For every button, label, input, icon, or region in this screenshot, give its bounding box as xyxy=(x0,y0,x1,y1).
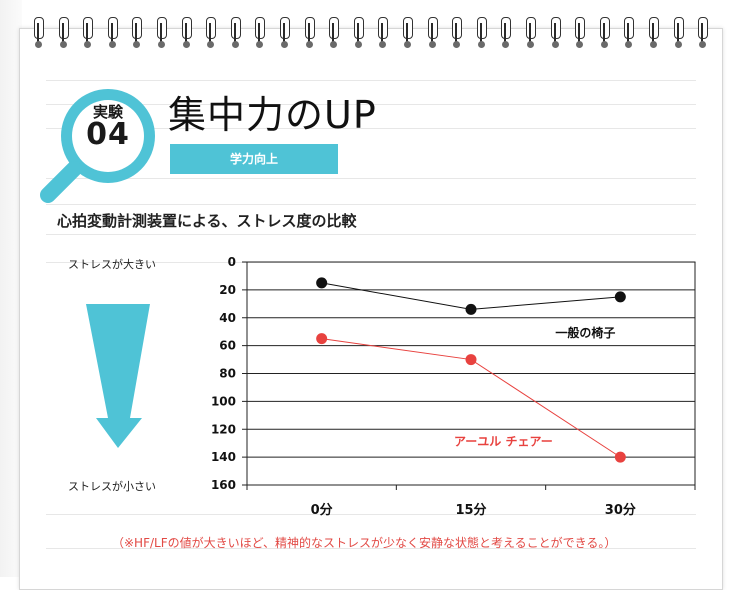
ruled-line xyxy=(46,514,696,515)
binding-ring xyxy=(353,17,364,51)
stress-high-label: ストレスが大きい xyxy=(68,258,156,271)
y-tick-label: 140 xyxy=(211,450,236,464)
ruled-line xyxy=(46,80,696,81)
series-label: 一般の椅子 xyxy=(555,325,615,340)
data-point xyxy=(316,333,328,345)
y-tick-label: 80 xyxy=(219,367,236,381)
binding-ring xyxy=(624,17,635,51)
binding-ring xyxy=(157,17,167,51)
page-title: 集中力のUP xyxy=(168,93,377,137)
magnifier-icon xyxy=(40,89,155,203)
y-tick-label: 40 xyxy=(219,311,236,325)
data-point xyxy=(465,354,477,366)
ruled-line xyxy=(46,204,696,205)
ruled-line xyxy=(46,178,696,179)
spiral-binding xyxy=(0,0,741,50)
ruled-line xyxy=(46,128,696,129)
experiment-label: 実験 xyxy=(92,103,123,121)
binding-ring xyxy=(452,17,463,51)
y-tick-label: 20 xyxy=(219,283,236,297)
x-tick-label: 30分 xyxy=(605,502,636,518)
ruled-line xyxy=(46,104,696,105)
ruled-line xyxy=(46,234,696,235)
binding-ring xyxy=(427,17,438,51)
stress-low-label: ストレスが小さい xyxy=(68,480,156,493)
data-point xyxy=(316,277,328,289)
binding-ring xyxy=(673,17,684,51)
y-tick-label: 0 xyxy=(228,255,236,269)
binding-ring xyxy=(206,17,217,51)
binding-ring xyxy=(181,17,192,51)
y-tick-label: 60 xyxy=(219,339,236,353)
category-tag: 学力向上 xyxy=(170,144,338,174)
binding-ring xyxy=(280,17,290,51)
footnote: （※HF/LFの値が大きいほど、精神的なストレスが少なく安静な状態と考えることが… xyxy=(112,536,617,550)
data-point xyxy=(614,291,626,303)
x-tick-label: 15分 xyxy=(455,502,486,518)
binding-ring xyxy=(255,17,266,51)
binding-ring xyxy=(575,17,586,51)
binding-ring xyxy=(501,17,512,51)
binding-ring xyxy=(34,17,44,51)
y-tick-label: 100 xyxy=(211,394,236,408)
binding-ring xyxy=(599,17,610,51)
binding-ring xyxy=(107,17,118,51)
x-tick-label: 0分 xyxy=(311,502,333,518)
binding-ring xyxy=(329,17,340,51)
chart-subtitle: 心拍変動計測装置による、ストレス度の比較 xyxy=(57,212,357,230)
binding-ring xyxy=(378,17,389,51)
ruled-line xyxy=(46,548,696,549)
binding-ring xyxy=(526,17,536,51)
binding-ring xyxy=(304,17,315,51)
experiment-number: 04 xyxy=(86,117,130,152)
series-label: アーユル チェアー xyxy=(454,435,553,449)
binding-ring xyxy=(698,17,709,51)
data-point xyxy=(465,303,477,315)
binding-ring xyxy=(58,17,69,51)
binding-ring xyxy=(649,17,659,51)
page-shadow xyxy=(0,0,22,577)
binding-ring xyxy=(550,17,561,51)
binding-ring xyxy=(83,17,94,51)
binding-ring xyxy=(230,17,241,51)
binding-ring xyxy=(132,17,143,51)
data-point xyxy=(614,451,626,463)
binding-ring xyxy=(403,17,413,51)
y-tick-label: 160 xyxy=(211,478,236,492)
down-arrow-icon xyxy=(86,304,150,448)
y-tick-label: 120 xyxy=(211,422,236,436)
binding-ring xyxy=(476,17,487,51)
